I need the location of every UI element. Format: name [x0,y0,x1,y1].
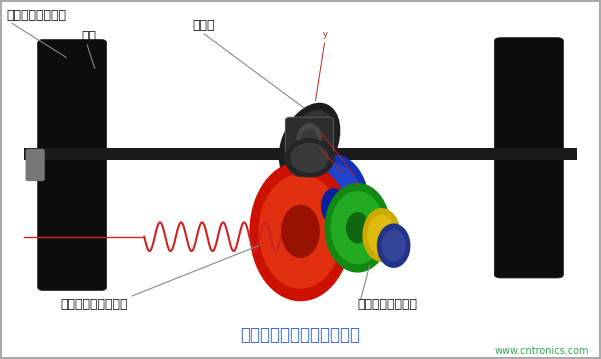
FancyBboxPatch shape [285,117,334,161]
Ellipse shape [285,110,334,177]
Ellipse shape [300,129,319,155]
FancyBboxPatch shape [37,39,107,290]
Ellipse shape [249,162,352,301]
Ellipse shape [279,103,340,184]
Text: 差速器: 差速器 [192,19,215,32]
Ellipse shape [281,205,320,258]
Ellipse shape [382,230,406,262]
Ellipse shape [284,138,335,178]
Text: 整车等效转动惯量: 整车等效转动惯量 [6,9,66,22]
Ellipse shape [325,183,391,272]
Text: x: x [354,180,359,188]
Ellipse shape [296,123,323,160]
Text: 发动机等效转动惯量: 发动机等效转动惯量 [60,298,127,311]
Ellipse shape [297,154,370,258]
Ellipse shape [362,208,401,262]
Ellipse shape [346,212,369,243]
Text: 传动系多体系统动力学模型: 传动系多体系统动力学模型 [240,326,361,344]
FancyBboxPatch shape [494,38,564,278]
FancyBboxPatch shape [25,149,44,181]
Ellipse shape [367,215,396,255]
Ellipse shape [377,223,410,268]
Text: 行星架及电机部分: 行星架及电机部分 [358,298,418,311]
FancyBboxPatch shape [24,148,577,160]
Ellipse shape [290,143,329,173]
Ellipse shape [304,164,363,249]
Ellipse shape [321,188,346,224]
Ellipse shape [258,174,343,289]
Text: y: y [323,31,328,39]
Ellipse shape [331,191,385,265]
Text: www.cntronics.com: www.cntronics.com [495,346,589,356]
Text: 车轮: 车轮 [81,30,96,43]
